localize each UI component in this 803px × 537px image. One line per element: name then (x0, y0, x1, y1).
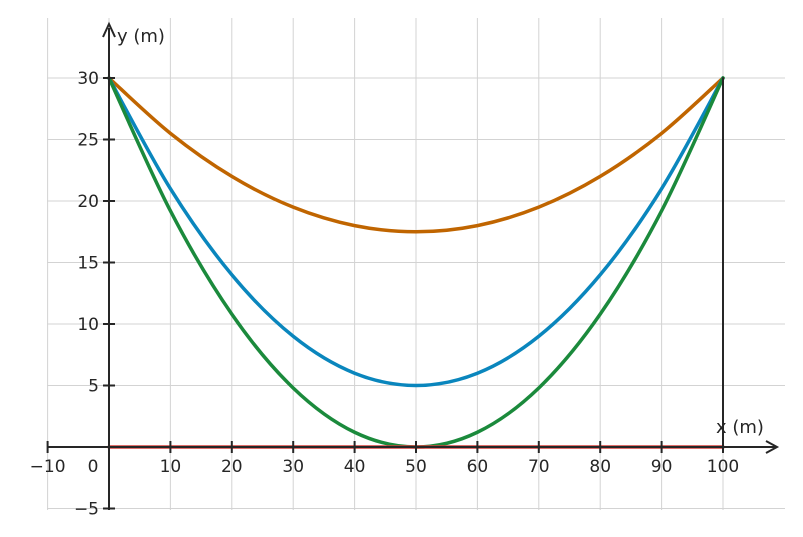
y-axis-label: y (m) (117, 26, 165, 47)
y-tick-label-6: 30 (77, 69, 99, 89)
x-tick-label-10: 90 (651, 457, 673, 477)
series-line-1 (107, 76, 725, 388)
ticks (46, 77, 724, 510)
grid (47, 18, 785, 510)
y-tick-label-0: −5 (74, 500, 99, 520)
axes (47, 21, 780, 510)
y-tick-label-3: 15 (77, 254, 99, 274)
x-axis-arrow (765, 440, 780, 454)
x-tick-label-11: 100 (707, 457, 739, 477)
y-tick-label-4: 20 (77, 192, 99, 212)
x-axis-label: x (m) (716, 417, 764, 438)
x-tick-label-4: 30 (282, 457, 304, 477)
x-tick-label-1: 0 (88, 457, 99, 477)
x-tick-label-7: 60 (467, 457, 489, 477)
y-tick-label-2: 10 (77, 315, 99, 335)
y-tick-label-5: 25 (77, 131, 99, 151)
y-axis-arrow (102, 21, 116, 38)
x-tick-label-9: 80 (589, 457, 611, 477)
x-tick-label-3: 20 (221, 457, 243, 477)
x-tick-label-0: −10 (30, 457, 66, 477)
x-tick-label-8: 70 (528, 457, 550, 477)
x-tick-label-5: 40 (344, 457, 366, 477)
series-line-0 (107, 76, 725, 234)
y-tick-label-1: 5 (88, 377, 99, 397)
x-tick-label-2: 10 (160, 457, 182, 477)
x-tick-label-6: 50 (405, 457, 427, 477)
tick-labels: −10 0 10 20 30 40 50 60 70 80 90 100 −5 5 10 15 20 25 30 (30, 69, 740, 520)
